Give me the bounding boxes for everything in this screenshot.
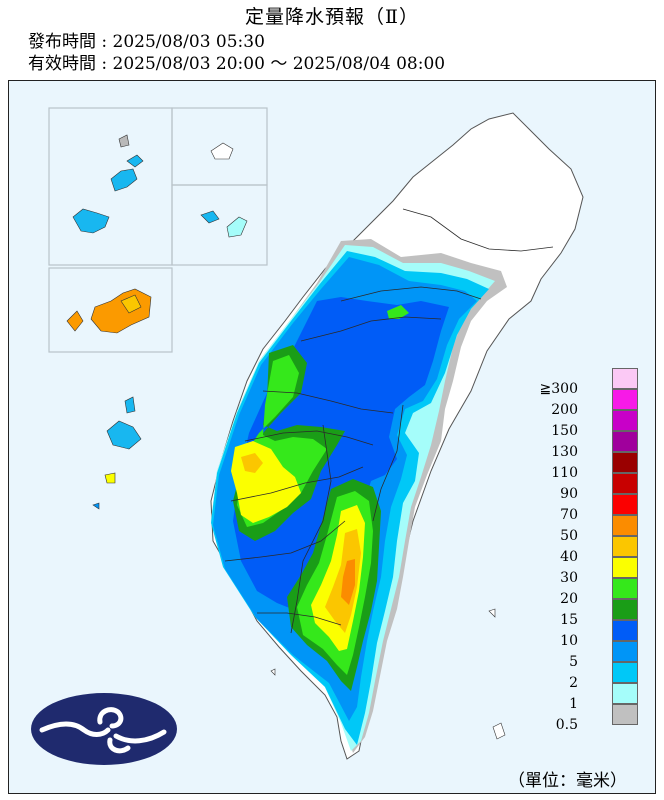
legend-swatch <box>612 368 638 389</box>
county-boundaries <box>224 208 554 634</box>
inset-matsu-frame <box>48 107 173 266</box>
rain-green-northeast <box>387 305 409 319</box>
kinmen-island <box>66 288 152 334</box>
legend-swatch <box>612 641 638 662</box>
legend-label: 90 <box>560 486 578 502</box>
legend-label: 110 <box>551 465 578 481</box>
legend-swatch <box>612 452 638 473</box>
legend-swatch <box>612 410 638 431</box>
legend-label: 130 <box>551 444 578 460</box>
legend-swatch <box>612 620 638 641</box>
matsu-islands <box>72 134 144 234</box>
legend-swatch <box>612 683 638 704</box>
legend-label: 5 <box>569 654 578 670</box>
legend-swatch <box>612 704 638 725</box>
legend-swatch <box>612 494 638 515</box>
legend-label: 70 <box>560 507 578 523</box>
legend-label: 0.5 <box>555 717 578 733</box>
rainfall-map <box>48 107 584 760</box>
legend-label: 1 <box>569 696 578 712</box>
map-title: 定量降水預報（Ⅱ） <box>245 6 419 28</box>
legend-label: 15 <box>560 612 578 628</box>
legend-label: 10 <box>560 633 578 649</box>
legend-label: 200 <box>551 402 578 418</box>
valid-time: 有效時間 : 2025/08/03 20:00 ～ 2025/08/04 08:… <box>28 54 446 74</box>
legend-swatch <box>612 557 638 578</box>
legend-swatch <box>612 536 638 557</box>
rain-orange-west <box>241 453 263 473</box>
inset-east-islands-frame <box>171 184 268 266</box>
inset-kinmen-frame <box>48 267 173 353</box>
legend-swatch <box>612 389 638 410</box>
legend-swatch <box>612 599 638 620</box>
map-frame <box>8 80 656 794</box>
legend-label: 150 <box>551 423 578 439</box>
legend-label: 40 <box>560 549 578 565</box>
inset-frames <box>48 107 268 353</box>
legend-label: 50 <box>560 528 578 544</box>
penghu-islands <box>92 396 142 510</box>
north-islands <box>210 142 234 160</box>
legend-label: 2 <box>569 675 578 691</box>
legend-swatch <box>612 431 638 452</box>
legend-swatch <box>612 473 638 494</box>
legend-swatch <box>612 662 638 683</box>
cloud-emblem-icon <box>31 693 177 765</box>
east-islands <box>200 210 248 238</box>
legend-swatch <box>612 515 638 536</box>
issue-time: 發布時間 : 2025/08/03 05:30 <box>28 32 265 52</box>
legend-label: 20 <box>560 591 578 607</box>
legend-swatch <box>612 578 638 599</box>
legend-label: ≧300 <box>539 381 578 397</box>
rain-orange-south <box>341 559 355 605</box>
rainfall-shading <box>211 239 507 753</box>
legend-unit: （單位：毫米） <box>508 771 627 791</box>
legend-label: 30 <box>560 570 578 586</box>
offshore-islands <box>270 608 506 740</box>
